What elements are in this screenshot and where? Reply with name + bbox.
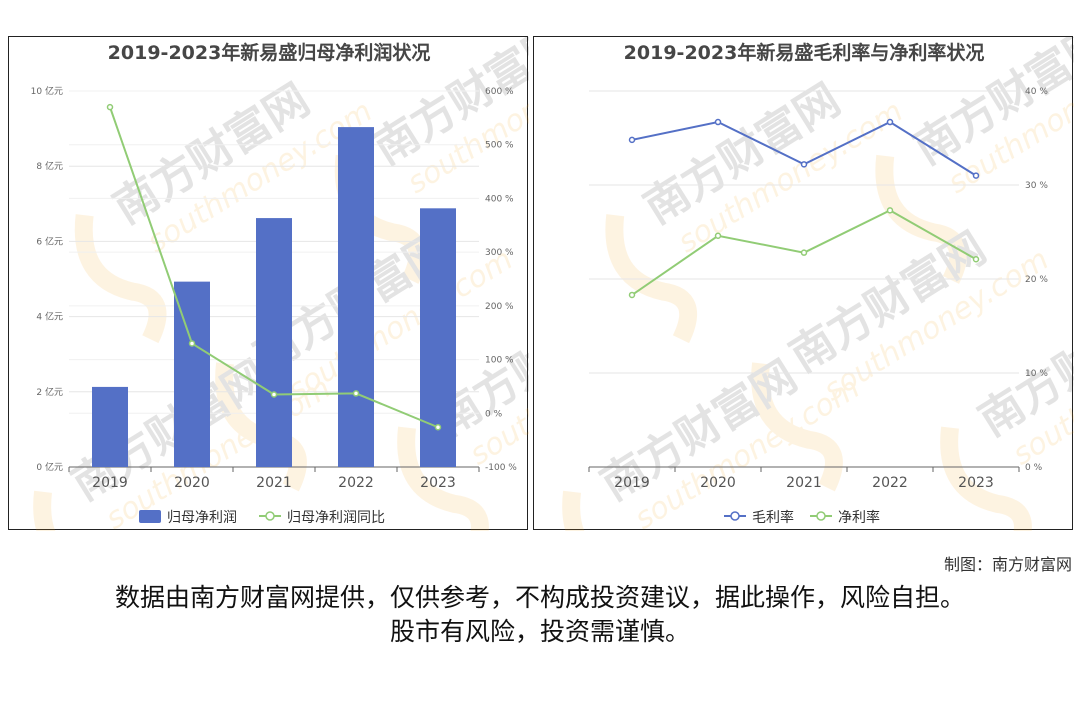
margin-chart: 南方财富网southmoney.com南方财富网southmoney.com南方…	[562, 37, 1074, 531]
watermark-logo-icon	[397, 426, 489, 531]
legend: 归母净利润 归母净利润同比	[139, 509, 385, 526]
watermark-logo-icon	[74, 214, 167, 344]
disclaimer-line-1: 数据由南方财富网提供，仅供参考，不构成投资建议，据此操作，风险自担。	[114, 583, 965, 612]
legend-swatch-dot	[265, 511, 275, 521]
watermark-logo-icon	[875, 154, 968, 284]
net-profit-chart: 南方财富网southmoney.com南方财富网southmoney.com南方…	[31, 37, 529, 531]
data-point	[972, 256, 980, 263]
y-tick-label-left: 0 亿元	[36, 461, 63, 473]
y-tick-label-right: 300 %	[485, 248, 514, 258]
x-tick-label: 2022	[338, 475, 374, 491]
data-point	[800, 249, 808, 256]
watermark-logo-icon	[33, 490, 125, 531]
bar	[256, 218, 292, 467]
legend-swatch-dot	[816, 511, 826, 521]
y-tick-label-right: 0 %	[485, 409, 503, 419]
watermark: 南方财富网southmoney.com南方财富网southmoney.com南方…	[562, 37, 1074, 531]
x-tick-label: 2023	[420, 475, 456, 491]
watermark-logo-icon	[605, 214, 698, 344]
y-tick-label-left: 10 亿元	[31, 85, 63, 97]
y-tick-label-right: 0 %	[1025, 463, 1043, 473]
data-point	[270, 391, 278, 398]
y-tick-label-right: 100 %	[485, 356, 514, 366]
data-point	[886, 207, 894, 214]
data-point	[800, 161, 808, 168]
y-tick-label-right: -100 %	[485, 463, 517, 473]
bar	[420, 208, 456, 467]
data-point	[714, 118, 722, 126]
watermark-logo-icon	[940, 426, 1032, 531]
y-tick-label-left: 6 亿元	[36, 235, 63, 247]
data-point	[628, 136, 636, 144]
chart-title: 2019-2023年新易盛归母净利润状况	[108, 41, 431, 64]
chart-credit: 制图：南方财富网	[943, 555, 1072, 574]
legend-label: 毛利率	[752, 509, 794, 526]
data-point	[628, 291, 636, 299]
y-tick-label-right: 20 %	[1025, 275, 1048, 285]
margin-chart-panel: 南方财富网 southmoney.com 南方财富网 southmoney.com 南方…	[533, 36, 1074, 531]
data-point	[714, 232, 722, 240]
x-tick-label: 2023	[958, 475, 994, 491]
y-tick-label-right: 500 %	[485, 141, 514, 151]
x-tick-label: 2020	[700, 475, 736, 491]
x-tick-label: 2022	[872, 475, 908, 491]
watermark-logo-icon	[562, 490, 654, 531]
legend: 毛利率 净利率	[724, 509, 880, 526]
y-tick-label-left: 8 亿元	[36, 160, 63, 172]
y-tick-label-right: 30 %	[1025, 181, 1048, 191]
legend-label: 归母净利润同比	[287, 509, 385, 526]
y-tick-label-right: 200 %	[485, 302, 514, 312]
y-tick-label-left: 4 亿元	[36, 311, 63, 323]
bar	[338, 127, 374, 467]
x-tick-label: 2021	[786, 475, 822, 491]
x-tick-label: 2020	[174, 475, 210, 491]
data-point	[188, 340, 196, 347]
y-tick-label-right: 10 %	[1025, 369, 1048, 379]
x-tick-label: 2019	[92, 475, 128, 491]
data-point	[886, 118, 894, 126]
y-tick-label-right: 400 %	[485, 194, 514, 204]
disclaimer-line-2: 股市有风险，投资需谨慎。	[389, 617, 690, 646]
legend-swatch-dot	[730, 511, 740, 521]
data-point	[434, 424, 442, 431]
x-tick-label: 2021	[256, 475, 292, 491]
legend-label: 净利率	[838, 509, 880, 526]
bar	[92, 386, 128, 467]
y-tick-label-left: 2 亿元	[36, 386, 63, 398]
bar	[174, 281, 210, 467]
watermark-logo-icon	[751, 362, 843, 492]
data-point	[352, 390, 360, 397]
net-profit-chart-panel: 南方财富网southmoney.com南方财富网southmoney.com南方…	[8, 36, 529, 531]
legend-swatch-bar	[139, 510, 161, 523]
x-tick-label: 2019	[614, 475, 650, 491]
data-point	[106, 103, 114, 111]
chart-title: 2019-2023年新易盛毛利率与净利率状况	[624, 41, 985, 64]
y-tick-label-right: 600 %	[485, 87, 514, 97]
data-point	[972, 172, 980, 179]
legend-label: 归母净利润	[167, 509, 237, 526]
y-tick-label-right: 40 %	[1025, 87, 1048, 97]
